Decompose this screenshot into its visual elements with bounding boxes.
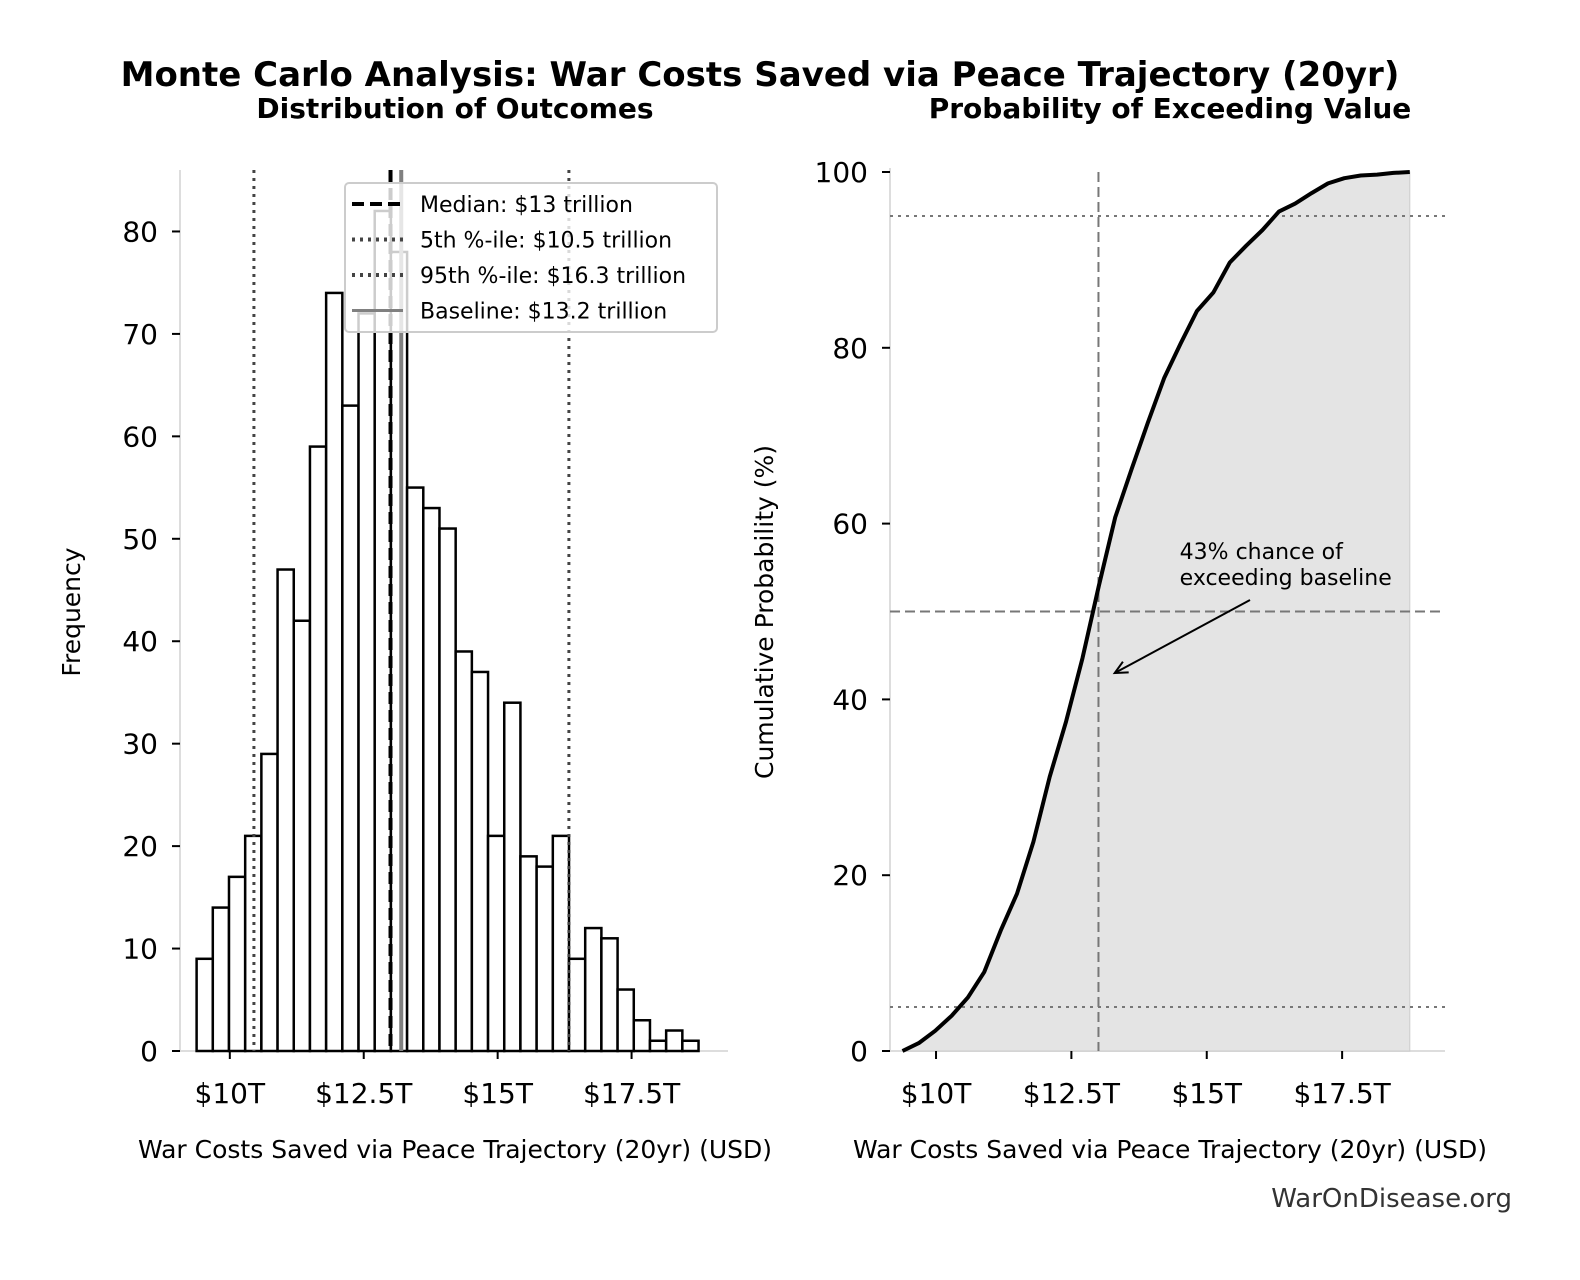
y-tick-label: 30 [122, 728, 158, 761]
y-tick-label: 50 [122, 523, 158, 556]
histogram-bar [632, 1019, 652, 1053]
right-ylabel: Cumulative Probability (%) [750, 445, 779, 779]
histogram-bar [486, 834, 506, 1053]
left-xlabel: War Costs Saved via Peace Trajectory (20… [138, 1135, 772, 1164]
x-tick-label: $17.5T [583, 1077, 681, 1110]
histogram-bar [600, 937, 619, 1053]
y-tick-label: 60 [122, 420, 158, 453]
left-ylabel: Frequency [57, 547, 86, 676]
histogram-bar [341, 404, 360, 1053]
legend: Median: $13 trillion 5th %-ile: $10.5 tri… [344, 182, 718, 333]
y-tick-label: 0 [850, 1035, 868, 1068]
histogram-bar [405, 486, 425, 1053]
x-tick-label: $12.5T [1023, 1077, 1121, 1110]
histogram-bar [308, 445, 328, 1053]
legend-label: 5th %-ile: $10.5 trillion [420, 229, 672, 254]
right-xlabel: War Costs Saved via Peace Trajectory (20… [853, 1135, 1487, 1164]
histogram-bar [519, 855, 538, 1053]
histogram-bar [438, 527, 457, 1053]
annotation-text: exceeding baseline [1180, 566, 1392, 591]
histogram-bar [211, 906, 231, 1053]
x-tick-label: $17.5T [1293, 1077, 1391, 1110]
legend-label: 95th %-ile: $16.3 trillion [420, 264, 686, 289]
legend-label: Baseline: $13.2 trillion [420, 300, 667, 325]
histogram-panel: 0 10 20 30 40 50 60 70 80 $10T $12.5T $15T $17.5T Med… [122, 170, 728, 1110]
y-tick-label: 20 [832, 859, 868, 892]
histogram-bar [195, 957, 215, 1053]
histogram-bar [292, 619, 312, 1053]
annotation-arrow [1114, 599, 1251, 674]
histogram-bar [681, 1039, 700, 1053]
cdf-line [901, 170, 1410, 1053]
y-tick-label: 40 [122, 625, 158, 658]
y-tick-label: 10 [122, 933, 158, 966]
histogram-bar [664, 1029, 684, 1053]
y-tick-label: 40 [832, 683, 868, 716]
x-tick-label: $15T [1171, 1077, 1242, 1110]
y-tick-label: 70 [122, 318, 158, 351]
histogram-bar [357, 312, 376, 1053]
histogram-bar [373, 209, 393, 1053]
y-tick-label: 60 [832, 508, 868, 541]
right-subtitle: Probability of Exceeding Value [929, 92, 1412, 125]
arrow-head-icon [1112, 661, 1129, 675]
y-tick-label: 80 [122, 215, 158, 248]
histogram-bar [535, 865, 555, 1053]
cdf-panel: 0 20 40 60 80 100 $10T $12.5T $15T $17.5T 43% chan… [815, 156, 1445, 1110]
legend-label: Median: $13 trillion [420, 193, 633, 218]
annotation-text: 43% chance of [1180, 540, 1344, 565]
histogram-bar [567, 957, 587, 1053]
x-tick-label: $15T [462, 1077, 533, 1110]
figure-title: Monte Carlo Analysis: War Costs Saved vi… [121, 55, 1400, 95]
x-tick-label: $10T [195, 1077, 266, 1110]
y-tick-label: 20 [122, 830, 158, 863]
histogram-bar [260, 752, 279, 1053]
histogram-bar [616, 988, 636, 1053]
histogram-bar [227, 875, 247, 1053]
x-tick-label: $12.5T [315, 1077, 413, 1110]
histogram-bar [276, 568, 296, 1053]
histogram-bar [422, 506, 441, 1053]
histogram-bar [583, 926, 603, 1053]
watermark: WarOnDisease.org [1271, 1184, 1512, 1214]
histogram-bar [454, 650, 474, 1053]
histogram-bar [502, 701, 522, 1053]
x-tick-label: $10T [901, 1077, 972, 1110]
histogram-bar [648, 1039, 668, 1053]
histogram-bar [470, 670, 490, 1053]
histogram-bar [389, 250, 409, 1053]
y-tick-label: 0 [140, 1035, 158, 1068]
histogram-bar [324, 291, 344, 1053]
histogram-bar [551, 834, 571, 1053]
legend-box [344, 182, 718, 333]
left-subtitle: Distribution of Outcomes [256, 92, 653, 125]
y-tick-label: 80 [832, 332, 868, 365]
y-tick-label: 100 [815, 156, 868, 189]
